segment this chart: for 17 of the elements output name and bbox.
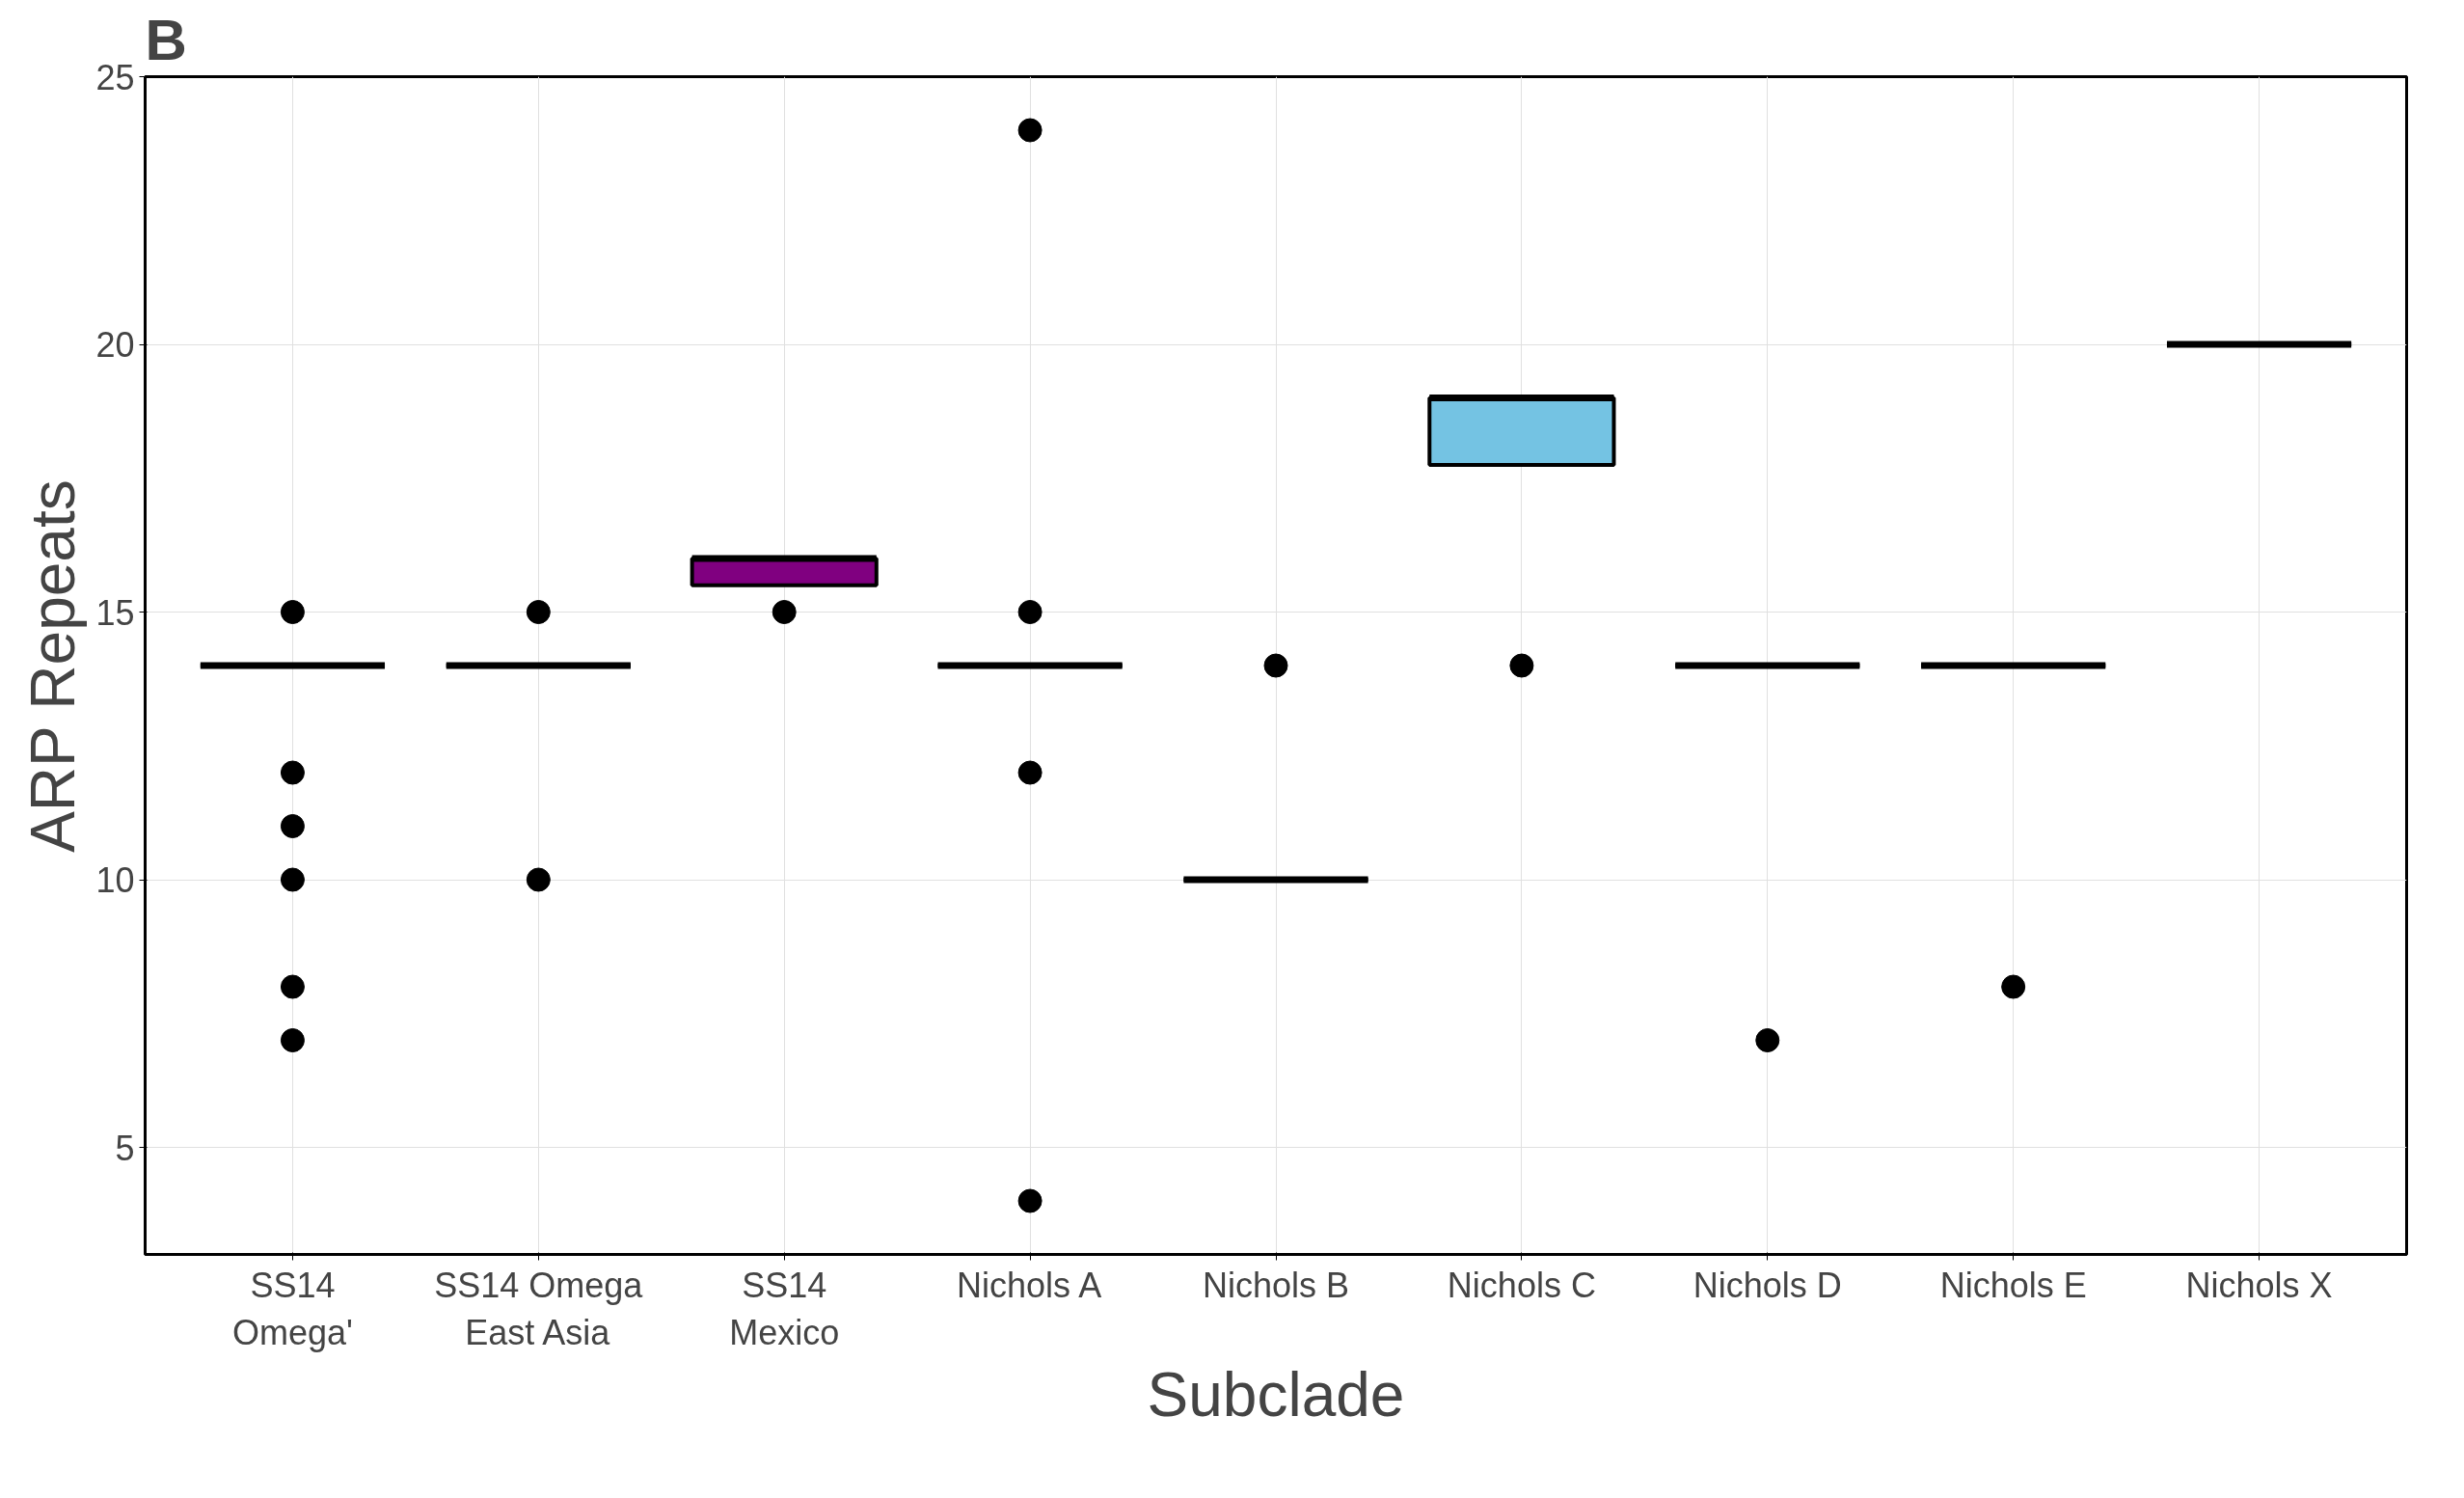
x-axis-title: Subclade [1147, 1359, 1405, 1430]
x-tick-label: SS14 Omega' [231, 1265, 353, 1352]
y-tick-label: 5 [115, 1128, 135, 1168]
chart-title: B [145, 7, 187, 72]
x-tick-label: Nichols X [2185, 1265, 2333, 1305]
y-tick-label: 10 [95, 860, 135, 900]
y-tick-label: 15 [95, 592, 135, 633]
x-tick-label: Nichols B [1202, 1265, 1350, 1305]
x-tick-label: Nichols A [957, 1265, 1102, 1305]
x-tick-label: SS14 Mexico [729, 1265, 840, 1352]
x-tick-label: Nichols D [1692, 1265, 1842, 1305]
y-tick-label: 20 [95, 325, 135, 365]
y-axis-title: ARP Repeats [18, 479, 89, 853]
x-tick-label: Nichols C [1447, 1265, 1596, 1305]
x-tick-label: Nichols E [1939, 1265, 2087, 1305]
y-tick-label: 25 [95, 57, 135, 97]
x-tick-label: SS14 Omega East Asia [434, 1265, 644, 1352]
